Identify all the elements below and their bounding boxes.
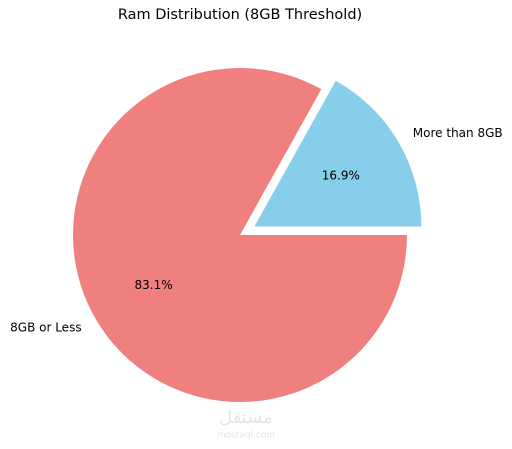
watermark: مستقل [219,407,273,428]
slice-label: More than 8GB [413,126,503,140]
pie-slice [254,80,422,227]
watermark: mostaql.com [217,431,275,441]
slice-label: 8GB or Less [10,321,81,335]
pie-slice [73,68,408,403]
chart-title: Ram Distribution (8GB Threshold) [118,7,362,23]
percent-label: 83.1% [135,278,173,292]
percent-label: 16.9% [322,168,360,182]
